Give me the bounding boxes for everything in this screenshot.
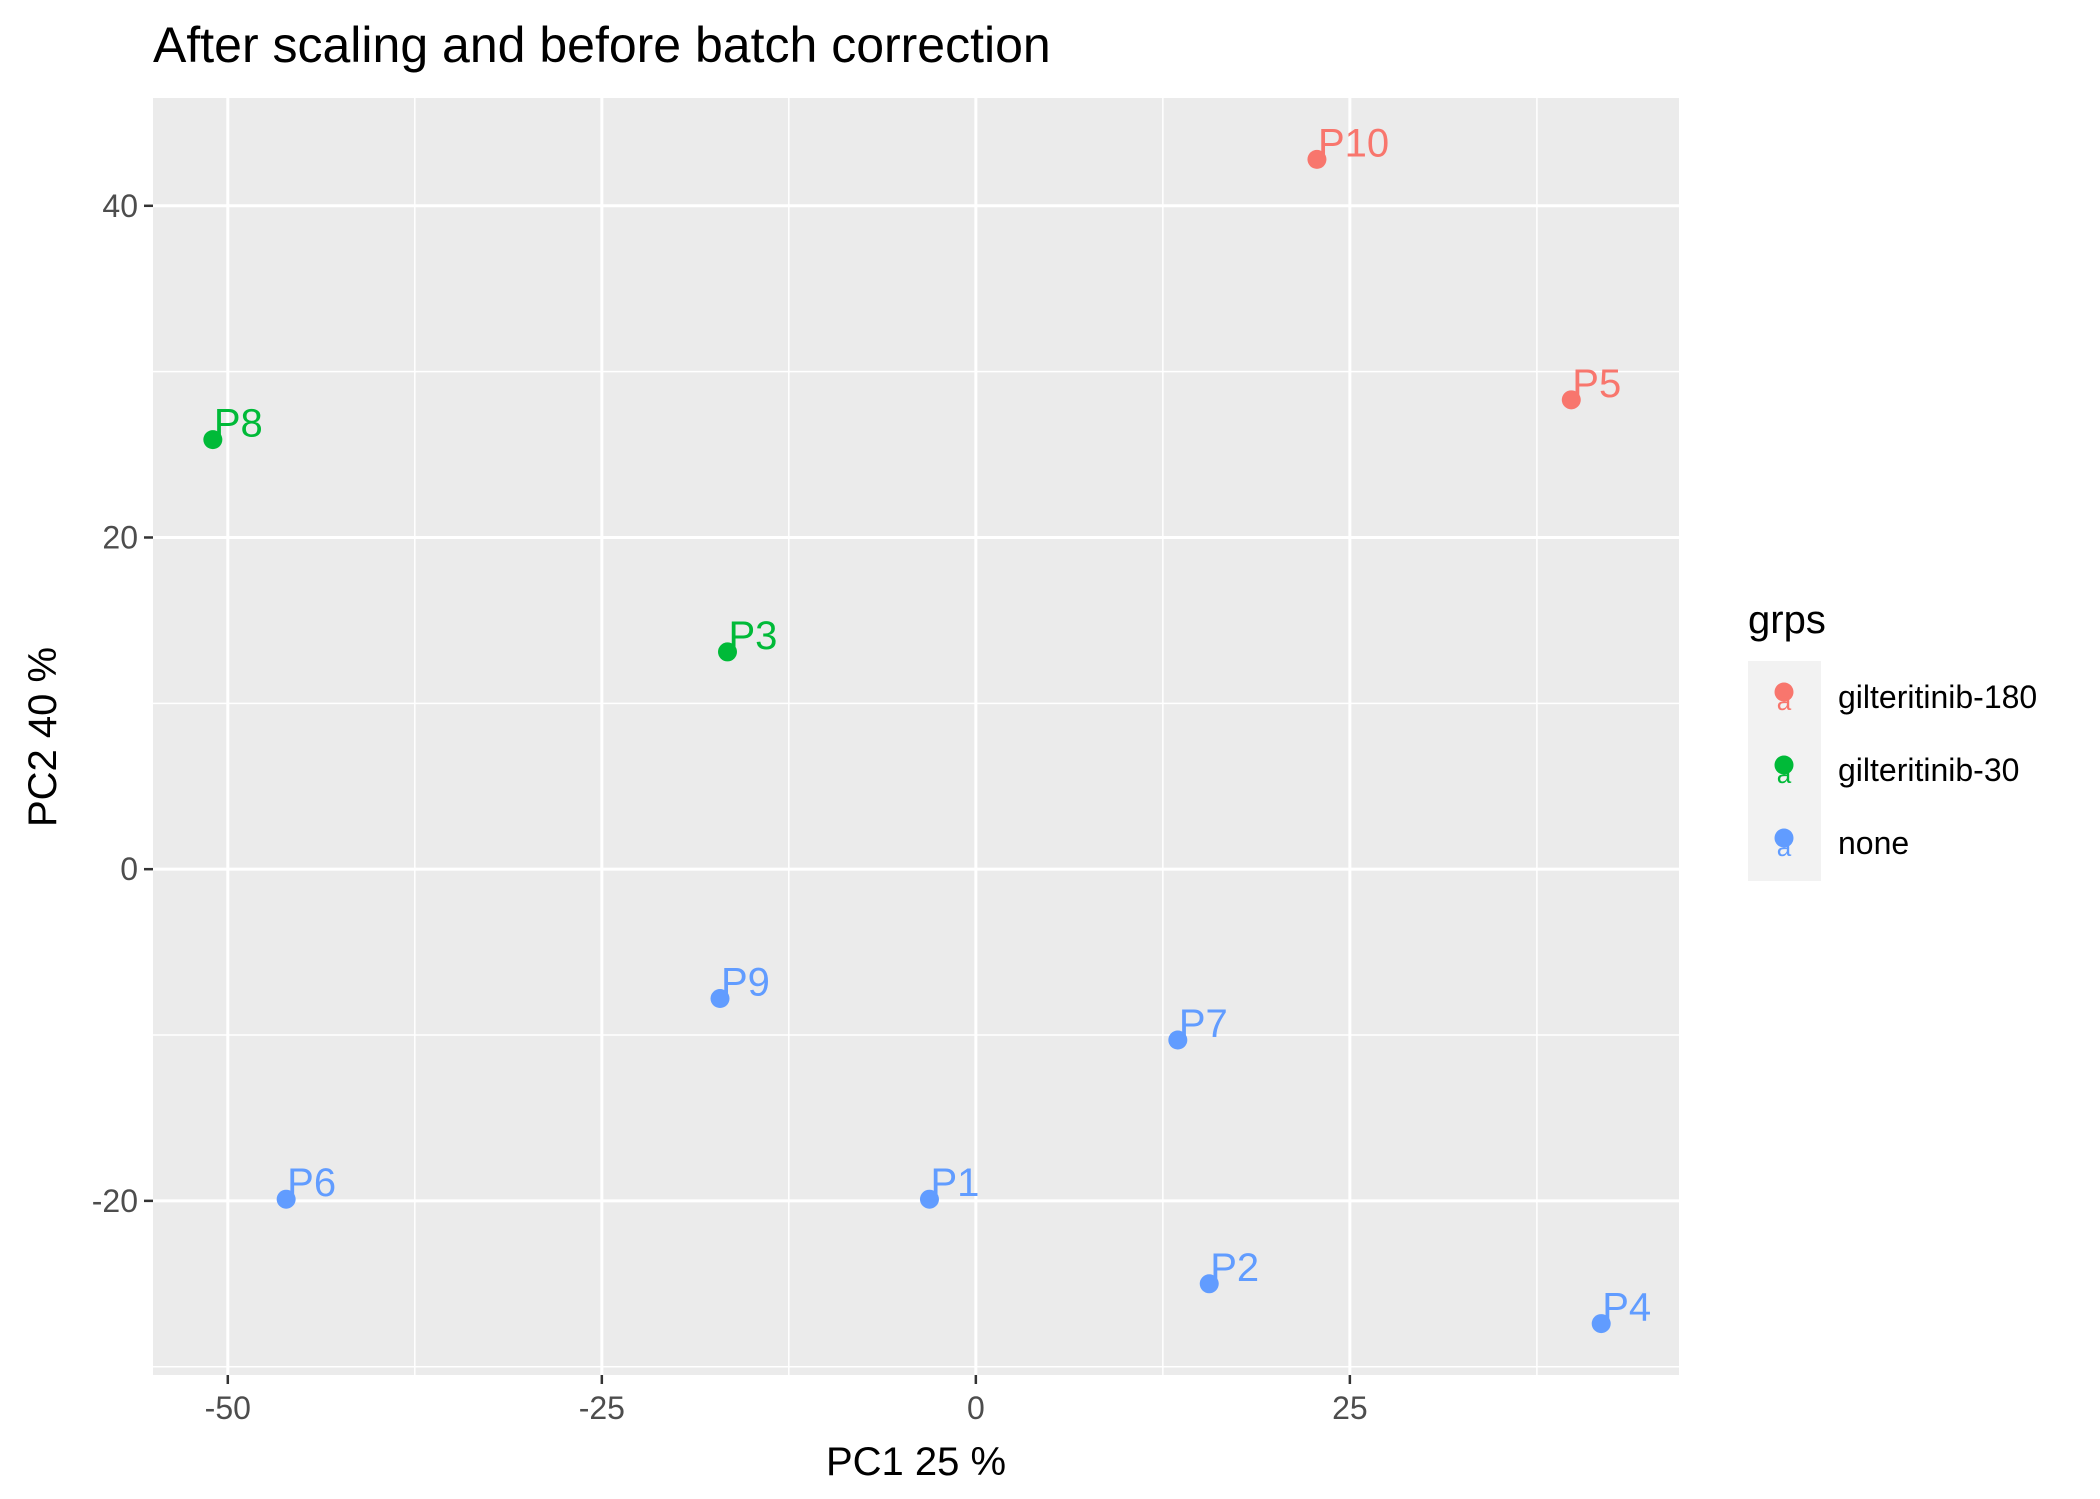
- grid-lines: [153, 98, 1679, 1375]
- point-label-p5: P5: [1572, 362, 1621, 406]
- plot-panel: [153, 98, 1679, 1375]
- point-label-p8: P8: [214, 402, 263, 446]
- x-axis-title: PC1 25 %: [826, 1440, 1006, 1484]
- legend-entries: a gilteritinib-180 a gilteritinib-30 a none: [1774, 679, 2037, 862]
- data-points: [203, 149, 1611, 1334]
- x-tick-label: 0: [967, 1390, 985, 1426]
- data-point-p9: [710, 989, 730, 1009]
- data-point-p7: [1168, 1030, 1188, 1050]
- legend-key-text-glyph: a: [1777, 832, 1792, 862]
- chart-title: After scaling and before batch correctio…: [153, 17, 1051, 73]
- point-label-p4: P4: [1602, 1286, 1651, 1330]
- y-tick-label: 20: [102, 519, 138, 555]
- data-point-p10: [1307, 149, 1327, 169]
- legend-key-text-glyph: a: [1777, 759, 1792, 789]
- point-label-p7: P7: [1179, 1002, 1228, 1046]
- data-point-p8: [203, 430, 223, 450]
- point-label-p3: P3: [728, 614, 777, 658]
- x-tick-label: -50: [205, 1390, 251, 1426]
- y-tick-label: -20: [92, 1183, 138, 1219]
- legend-label: gilteritinib-180: [1838, 679, 2037, 715]
- data-point-p5: [1561, 390, 1581, 410]
- legend-label: none: [1838, 825, 1909, 861]
- axis-ticks: -50 -25 0 25 -20 0 20 40: [92, 188, 1368, 1426]
- data-point-p2: [1199, 1274, 1219, 1294]
- legend-label: gilteritinib-30: [1838, 752, 2019, 788]
- point-label-p10: P10: [1318, 121, 1389, 165]
- point-label-p6: P6: [287, 1161, 336, 1205]
- legend: grps a gilteritinib-180 a gilteritinib-30 a n…: [1748, 598, 2037, 881]
- legend-key-text-glyph: a: [1777, 686, 1792, 716]
- legend-title: grps: [1748, 598, 1826, 642]
- y-axis-title: PC2 40 %: [21, 647, 65, 827]
- y-tick-label: 0: [120, 851, 138, 887]
- data-point-p3: [717, 642, 737, 662]
- data-point-p1: [919, 1189, 939, 1209]
- y-tick-label: 40: [102, 188, 138, 224]
- point-label-p9: P9: [721, 961, 770, 1005]
- point-label-p2: P2: [1210, 1246, 1259, 1290]
- point-label-p1: P1: [930, 1161, 979, 1205]
- legend-key-point: [1774, 755, 1794, 775]
- legend-key-point: [1774, 828, 1794, 848]
- legend-key-point: [1774, 682, 1794, 702]
- data-point-p4: [1591, 1314, 1611, 1334]
- point-labels: P10 P5 P8 P3 P9 P7 P6 P1 P2 P4: [214, 121, 1651, 1329]
- x-tick-label: 25: [1332, 1390, 1368, 1426]
- x-tick-label: -25: [579, 1390, 625, 1426]
- data-point-p6: [276, 1189, 296, 1209]
